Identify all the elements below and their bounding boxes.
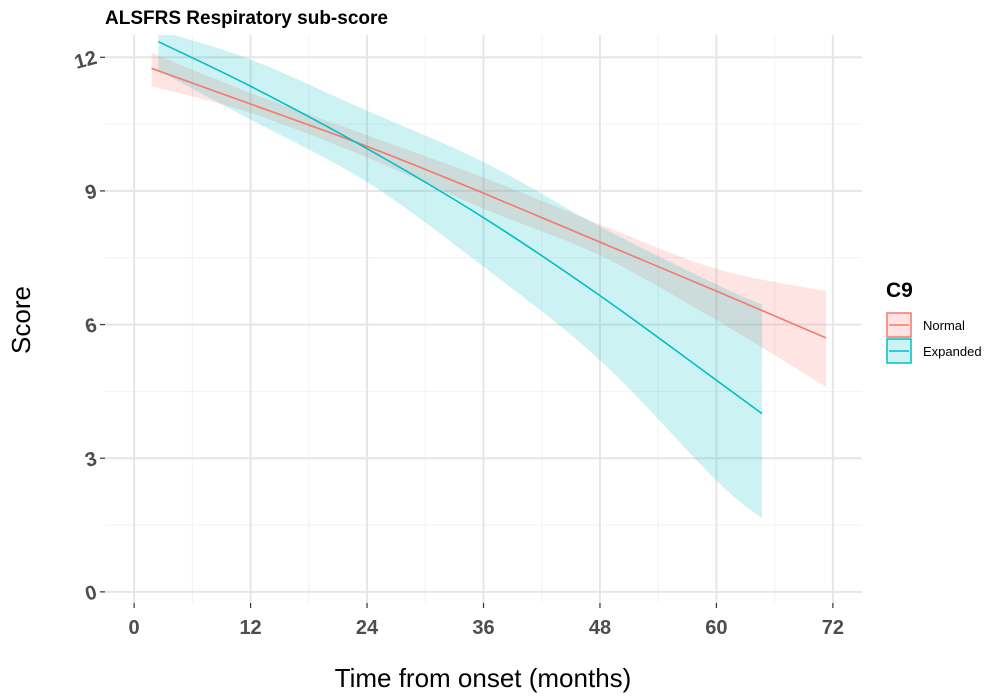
legend-item-expanded: Expanded — [886, 338, 982, 364]
y-tick-label: 9 — [83, 181, 99, 205]
confidence-band-expanded — [158, 35, 763, 519]
series-line-expanded — [158, 40, 763, 415]
y-tick-label: 0 — [83, 581, 99, 605]
series-lines — [151, 40, 827, 415]
x-tick-label: 48 — [589, 617, 611, 639]
legend-item-normal: Normal — [886, 312, 965, 338]
y-axis: 0 3 6 9 12 — [72, 47, 105, 606]
y-axis-title: Score — [6, 286, 36, 354]
legend-label-normal: Normal — [923, 318, 965, 333]
legend-title: C9 — [886, 279, 913, 302]
grid — [105, 35, 862, 603]
x-axis-title: Time from onset (months) — [335, 663, 632, 693]
x-tick-label: 12 — [239, 617, 261, 639]
y-tick-label: 12 — [72, 47, 99, 74]
confidence-bands — [151, 35, 827, 519]
y-tick-label: 6 — [83, 314, 99, 338]
legend-label-expanded: Expanded — [923, 344, 982, 359]
confidence-band-normal — [151, 52, 827, 387]
y-tick-label: 3 — [83, 448, 99, 472]
x-tick-label: 36 — [472, 617, 494, 639]
chart-title: ALSFRS Respiratory sub-score — [105, 8, 388, 29]
series-line-normal — [151, 67, 827, 339]
legend: C9 Normal Expanded — [886, 279, 982, 364]
x-tick-label: 72 — [822, 617, 844, 639]
x-tick-label: 60 — [705, 617, 727, 639]
x-tick-label: 24 — [356, 617, 379, 639]
x-axis: 0 12 24 36 48 60 72 — [129, 603, 844, 639]
x-tick-label: 0 — [129, 617, 140, 639]
